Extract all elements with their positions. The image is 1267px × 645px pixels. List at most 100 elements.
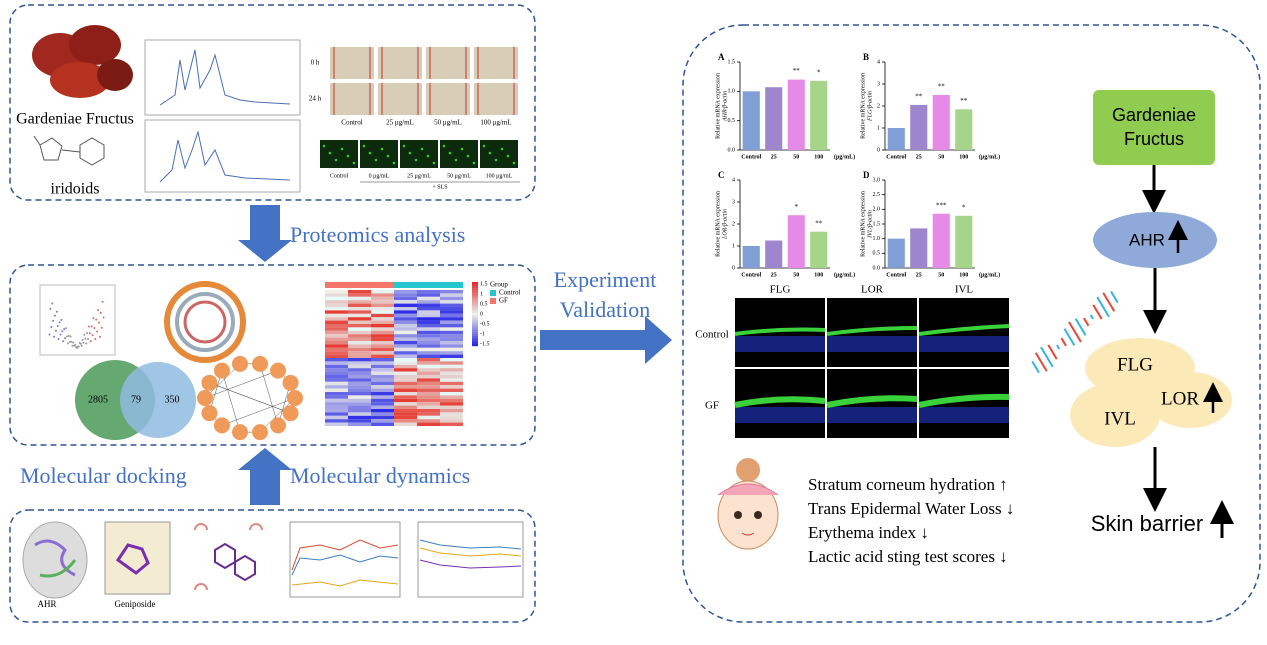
dna-rung bbox=[1092, 304, 1103, 320]
heatmap-cell bbox=[440, 347, 463, 352]
protein-label: LOR bbox=[1161, 388, 1199, 409]
legend-label: GF bbox=[499, 297, 508, 305]
heatmap-cell bbox=[440, 419, 463, 423]
fruit-label: Gardeniae Fructus bbox=[16, 111, 134, 128]
heatmap-cell bbox=[394, 334, 417, 338]
stain-signal bbox=[734, 327, 826, 336]
volcano-point bbox=[53, 335, 56, 338]
color-scale-step bbox=[472, 333, 478, 336]
heatmap-cell bbox=[371, 303, 394, 307]
significance: *** bbox=[936, 201, 947, 209]
x-tick-label: 50 bbox=[793, 272, 799, 278]
source-label: Fructus bbox=[1124, 129, 1184, 149]
heatmap-cell bbox=[417, 368, 440, 372]
heatmap-cell bbox=[348, 330, 371, 335]
volcano-point bbox=[84, 337, 87, 340]
heatmap-cell bbox=[394, 405, 417, 409]
rmsd-trace bbox=[291, 579, 399, 587]
heatmap-cell bbox=[371, 395, 394, 399]
dna-helix bbox=[1031, 290, 1119, 374]
heatmap-cell bbox=[417, 395, 440, 399]
volcano-point bbox=[86, 332, 89, 335]
stain-signal bbox=[826, 326, 918, 336]
stain-dapi bbox=[919, 336, 1009, 352]
color-scale-step bbox=[472, 290, 478, 293]
y-tick-label: 0 bbox=[877, 147, 880, 153]
rmsd-trace bbox=[291, 539, 399, 571]
fluor-dot bbox=[374, 158, 378, 162]
dna-rung bbox=[1034, 352, 1048, 372]
heatmap-cell bbox=[325, 303, 348, 307]
heatmap-cell bbox=[325, 392, 348, 396]
heatmap-cell bbox=[394, 385, 417, 389]
y-tick-label: 2 bbox=[877, 103, 880, 109]
bar bbox=[742, 91, 760, 150]
wound-image bbox=[378, 83, 422, 115]
heatmap-cell bbox=[325, 300, 348, 304]
color-scale-step bbox=[472, 341, 478, 345]
network-node bbox=[252, 355, 269, 372]
color-scale-step bbox=[472, 335, 478, 338]
volcano-point bbox=[56, 324, 59, 327]
heatmap-cell bbox=[348, 378, 371, 382]
dna-rung bbox=[1110, 290, 1119, 304]
y-tick-label: 1.0 bbox=[728, 89, 736, 95]
color-scale-step bbox=[472, 282, 478, 285]
heatmap-cell bbox=[440, 381, 463, 386]
volcano-point bbox=[60, 318, 63, 321]
stain-dapi bbox=[827, 407, 917, 423]
heatmap-cell bbox=[325, 296, 348, 301]
protein-label: FLG bbox=[1117, 354, 1153, 375]
wound-col-label: 25 μg/mL bbox=[386, 119, 414, 127]
dna-rung bbox=[1096, 296, 1110, 318]
heatmap-cell bbox=[371, 412, 394, 416]
heatmap-cell bbox=[394, 313, 417, 318]
volcano-point bbox=[62, 340, 65, 343]
heatmap-group-bar bbox=[325, 282, 348, 288]
network-edge bbox=[221, 397, 296, 426]
scale-label: 0.5 bbox=[480, 301, 488, 307]
fluor-dot bbox=[466, 154, 470, 158]
volcano-point bbox=[100, 326, 103, 329]
volcano-point bbox=[57, 338, 60, 340]
heatmap-cell bbox=[325, 290, 348, 294]
x-tick-label: 25 bbox=[771, 154, 777, 160]
heatmap-cell bbox=[348, 422, 371, 426]
heatmap-cell bbox=[325, 313, 348, 318]
bar bbox=[887, 128, 905, 150]
x-tick-label: Control bbox=[741, 272, 761, 278]
y-tick-label: 2.5 bbox=[873, 192, 881, 198]
heatmap-cell bbox=[440, 368, 463, 372]
legend-swatch bbox=[490, 290, 496, 296]
heatmap-cell bbox=[440, 398, 463, 403]
heatmap-cell bbox=[417, 317, 440, 321]
heatmap-cell bbox=[394, 337, 417, 341]
heatmap-cell bbox=[417, 313, 440, 318]
heatmap-cell bbox=[348, 324, 371, 328]
heatmap-cell bbox=[348, 320, 371, 324]
heatmap-cell bbox=[394, 412, 417, 416]
heatmap-cell bbox=[394, 371, 417, 375]
heatmap-cell bbox=[417, 347, 440, 352]
fluor-dot bbox=[368, 151, 372, 155]
heatmap-cell bbox=[394, 409, 417, 413]
heatmap-cell bbox=[348, 415, 371, 420]
color-scale-step bbox=[472, 308, 478, 312]
y-axis-label: LOR/β-actin bbox=[722, 209, 728, 240]
fluor-dot bbox=[460, 147, 464, 151]
heatmap-cell bbox=[371, 347, 394, 352]
heatmap-cell bbox=[394, 310, 417, 314]
rg-trace bbox=[419, 559, 522, 569]
panel-frame bbox=[9, 4, 536, 201]
legend-title: Group bbox=[490, 281, 508, 289]
x-tick-label: 100 bbox=[959, 272, 968, 278]
y-axis-label: AHR/β-actin bbox=[722, 91, 728, 122]
heatmap-group-bar bbox=[348, 282, 371, 288]
heatmap-cell bbox=[417, 293, 440, 297]
scale-label: -0.5 bbox=[480, 321, 490, 327]
ppi-network bbox=[197, 355, 303, 441]
molecule-sketch bbox=[33, 135, 105, 166]
significance: * bbox=[962, 203, 966, 211]
volcano-point bbox=[94, 338, 97, 340]
panel-letter: A bbox=[718, 52, 725, 62]
